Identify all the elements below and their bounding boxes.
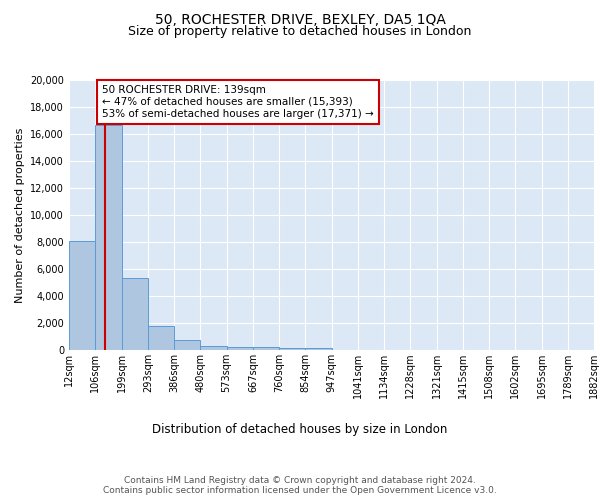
Bar [305, 348, 331, 350]
Bar [95, 124, 121, 350]
Bar [253, 348, 279, 350]
Text: Size of property relative to detached houses in London: Size of property relative to detached ho… [128, 25, 472, 38]
Text: Distribution of detached houses by size in London: Distribution of detached houses by size … [152, 422, 448, 436]
Bar [174, 340, 200, 350]
Bar [200, 346, 227, 350]
Bar [227, 347, 253, 350]
Text: 50 ROCHESTER DRIVE: 139sqm
← 47% of detached houses are smaller (15,393)
53% of : 50 ROCHESTER DRIVE: 139sqm ← 47% of deta… [102, 86, 374, 118]
Bar [69, 240, 95, 350]
Y-axis label: Number of detached properties: Number of detached properties [15, 128, 25, 302]
Bar [148, 326, 174, 350]
Bar [121, 278, 148, 350]
Bar [279, 348, 305, 350]
Text: 50, ROCHESTER DRIVE, BEXLEY, DA5 1QA: 50, ROCHESTER DRIVE, BEXLEY, DA5 1QA [155, 12, 445, 26]
Text: Contains HM Land Registry data © Crown copyright and database right 2024.
Contai: Contains HM Land Registry data © Crown c… [103, 476, 497, 495]
